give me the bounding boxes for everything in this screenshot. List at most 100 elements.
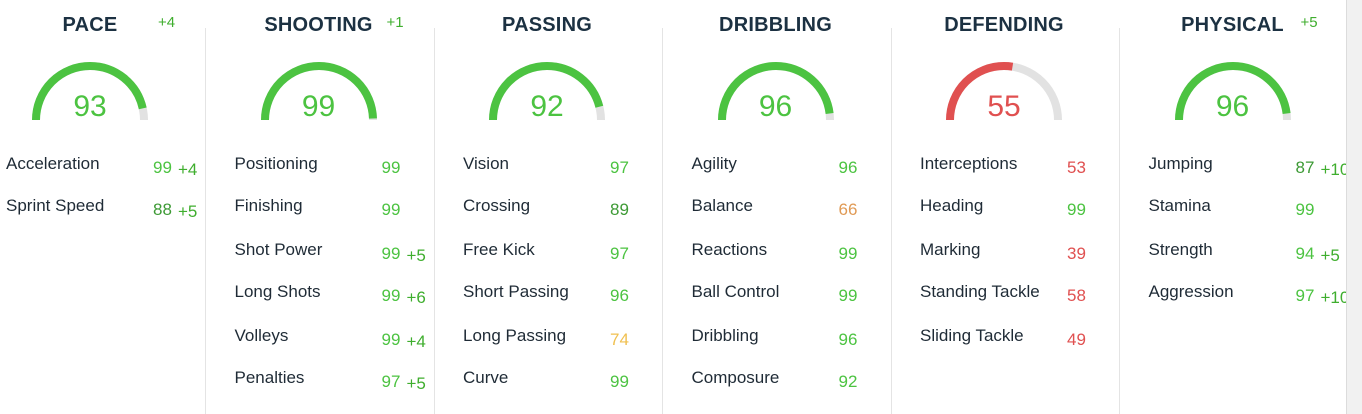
scrollbar[interactable] xyxy=(1346,0,1362,414)
category-rating: 55 xyxy=(987,90,1021,123)
stat-delta: +5 xyxy=(1320,246,1340,265)
stat-row: Short Passing 96 xyxy=(463,282,683,306)
stat-label: Vision xyxy=(463,154,509,173)
category-delta: +1 xyxy=(386,14,404,31)
stat-row: Marking 39 xyxy=(920,240,1140,264)
stat-label: Dribbling xyxy=(691,326,759,345)
column-divider xyxy=(890,28,892,414)
stat-value: 92 xyxy=(838,372,858,391)
stat-label: Short Passing xyxy=(463,282,569,301)
stat-row: Heading 99 xyxy=(920,196,1140,220)
stat-value: 58 xyxy=(1067,286,1086,305)
stat-value: 99 xyxy=(1295,200,1315,219)
stat-value: 99 xyxy=(153,158,172,177)
stat-value: 74 xyxy=(610,330,629,349)
stat-value: 99 xyxy=(381,286,401,305)
category-rating: 96 xyxy=(758,90,793,123)
stat-row: Composure 92 xyxy=(692,368,912,392)
category-delta: +5 xyxy=(1300,14,1318,31)
rating-gauge xyxy=(32,62,148,121)
stat-value: 94 xyxy=(1295,244,1315,263)
stat-row: Shot Power 99 +5 xyxy=(234,240,455,265)
category-rating: 93 xyxy=(73,90,107,123)
stat-label: Crossing xyxy=(463,196,531,215)
stat-label: Positioning xyxy=(234,154,318,173)
stat-delta: +4 xyxy=(178,160,198,179)
stat-row: Long Passing 74 xyxy=(463,326,683,350)
stat-label: Heading xyxy=(920,196,984,215)
stat-value: 96 xyxy=(838,330,858,349)
rating-gauge xyxy=(489,62,605,121)
column-divider xyxy=(205,28,206,414)
gauge-fill xyxy=(946,62,1062,121)
stat-label: Reactions xyxy=(691,240,768,259)
stat-value: 97 xyxy=(381,372,401,391)
category-rating: 96 xyxy=(1215,90,1250,123)
stat-row: Agility 96 xyxy=(692,154,912,178)
gauge-fill xyxy=(717,62,834,121)
stat-delta: +10 xyxy=(1320,160,1350,179)
stat-value: 99 xyxy=(381,158,401,177)
stat-row: Jumping 87 +10 xyxy=(1148,154,1362,179)
category-title: DEFENDING xyxy=(944,14,1064,36)
stat-value: 99 xyxy=(838,244,858,263)
gauge-fill xyxy=(32,62,148,121)
stat-row: Reactions 99 xyxy=(692,240,912,264)
stat-value: 39 xyxy=(1067,244,1086,263)
stat-row: Standing Tackle 58 xyxy=(920,282,1140,306)
stat-row: Long Shots 99 +6 xyxy=(234,282,455,307)
stat-value: 99 xyxy=(381,244,401,263)
column-divider xyxy=(433,28,435,414)
stat-label: Long Shots xyxy=(234,282,321,301)
category-dribbling: DRIBBLING 96 Agility 96 Balance 66 Reactions 99… xyxy=(686,0,914,414)
column-divider xyxy=(662,28,663,414)
stat-label: Sliding Tackle xyxy=(920,326,1024,345)
stat-value: 97 xyxy=(610,244,629,263)
stat-value: 53 xyxy=(1067,158,1086,177)
stat-row: Strength 94 +5 xyxy=(1148,240,1362,265)
stat-value: 99 xyxy=(1067,200,1086,219)
stat-label: Interceptions xyxy=(920,154,1018,173)
stat-value: 49 xyxy=(1067,330,1086,349)
stat-row: Stamina 99 xyxy=(1149,196,1362,220)
stat-label: Sprint Speed xyxy=(6,196,105,215)
stat-row: Positioning 99 xyxy=(235,154,455,178)
stat-value: 87 xyxy=(1295,158,1315,177)
stat-row: Free Kick 97 xyxy=(463,240,683,264)
stat-label: Ball Control xyxy=(691,282,780,301)
stat-value: 99 xyxy=(381,330,401,349)
category-rating: 99 xyxy=(301,90,336,123)
stat-label: Shot Power xyxy=(234,240,323,259)
stat-value: 88 xyxy=(153,200,172,219)
category-physical: PHYSICAL +5 96 Jumping 87 +10 Stamina 99 Strengt… xyxy=(1143,0,1362,414)
stat-row: Acceleration 99 +4 xyxy=(6,154,226,179)
stat-delta: +5 xyxy=(406,374,426,393)
stat-row: Curve 99 xyxy=(463,368,683,392)
stat-label: Jumping xyxy=(1148,154,1213,173)
stat-label: Finishing xyxy=(234,196,303,215)
rating-gauge xyxy=(717,62,834,121)
category-delta: +4 xyxy=(158,14,176,31)
stat-value: 97 xyxy=(610,158,629,177)
stat-value: 99 xyxy=(838,286,858,305)
stat-row: Sliding Tackle 49 xyxy=(920,326,1140,350)
rating-gauge xyxy=(260,62,377,121)
category-passing: PASSING 92 Vision 97 Crossing 89 Free Kick 97 Sh… xyxy=(457,0,685,414)
stat-label: Penalties xyxy=(234,368,305,387)
stat-row: Sprint Speed 88 +5 xyxy=(6,196,226,221)
stat-label: Strength xyxy=(1148,240,1213,259)
stat-row: Ball Control 99 xyxy=(692,282,912,306)
stat-row: Vision 97 xyxy=(463,154,683,178)
stat-label: Standing Tackle xyxy=(920,282,1040,301)
stat-value: 96 xyxy=(610,286,629,305)
gauge-fill xyxy=(489,62,605,121)
category-rating: 92 xyxy=(530,90,564,123)
category-shooting: SHOOTING +1 99 Positioning 99 Finishing 99 Shot… xyxy=(229,0,457,414)
stat-value: 96 xyxy=(838,158,858,177)
stat-delta: +10 xyxy=(1320,288,1350,307)
stat-row: Aggression 97 +10 xyxy=(1149,282,1362,307)
rating-gauge xyxy=(1174,62,1291,121)
stat-label: Agility xyxy=(691,154,737,173)
gauge-fill xyxy=(1174,62,1291,121)
stat-row: Dribbling 96 xyxy=(692,326,912,350)
